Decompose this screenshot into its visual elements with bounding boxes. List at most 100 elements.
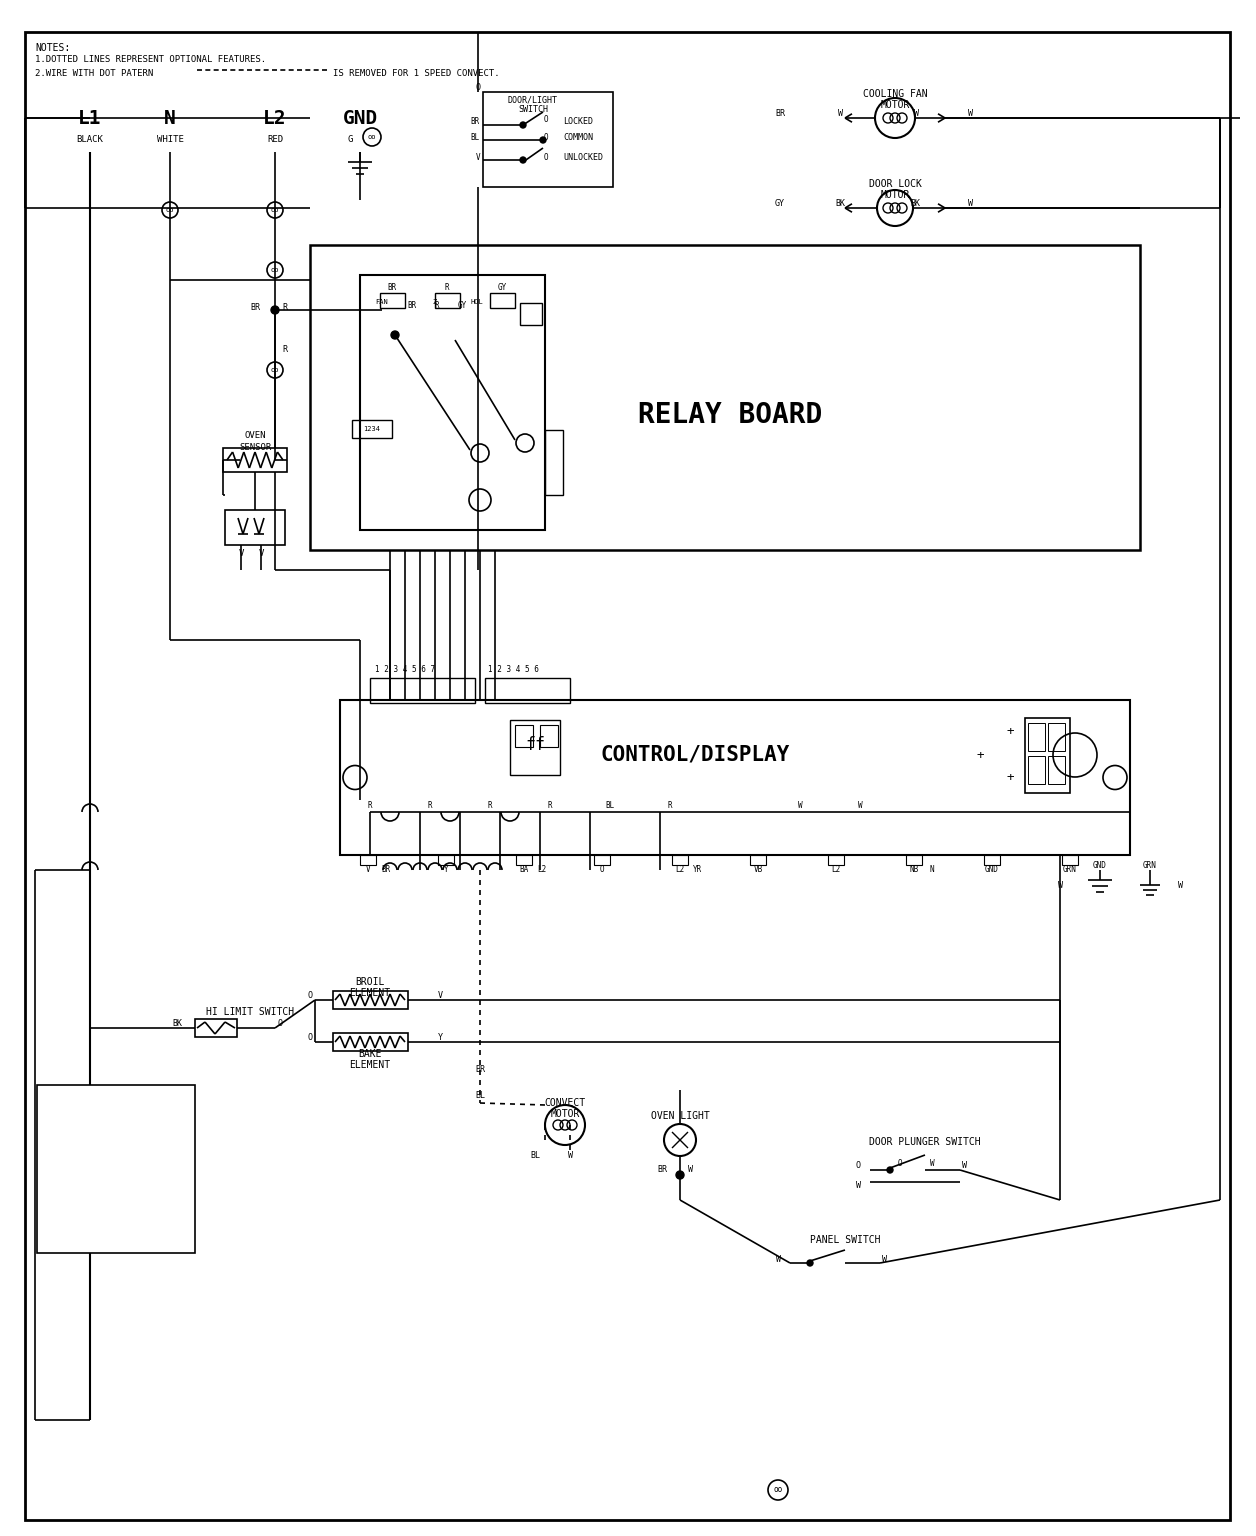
Text: BL-BLUE: BL-BLUE	[45, 1178, 83, 1187]
Text: W: W	[929, 1160, 934, 1169]
Circle shape	[540, 137, 546, 143]
Text: N: N	[929, 865, 934, 874]
Text: MOTOR: MOTOR	[550, 1109, 580, 1120]
Text: ff: ff	[525, 736, 545, 754]
Bar	[520, 303, 543, 326]
Text: NOTES:: NOTES:	[35, 43, 70, 54]
Text: WHITE: WHITE	[157, 135, 183, 144]
Text: BR: BR	[407, 301, 417, 310]
Text: O-ORANGE: O-ORANGE	[45, 1206, 88, 1215]
Text: LOCKED: LOCKED	[563, 117, 593, 126]
Text: 1 2 3 4 5 6: 1 2 3 4 5 6	[489, 665, 539, 674]
Circle shape	[271, 306, 279, 313]
Text: BK: BK	[835, 200, 845, 209]
Text: HI LIMIT SWITCH: HI LIMIT SWITCH	[206, 1008, 294, 1017]
Text: BL: BL	[475, 1091, 485, 1100]
Text: W: W	[568, 1150, 573, 1160]
Bar	[438, 856, 453, 865]
Text: OVEN: OVEN	[244, 430, 266, 439]
Text: W: W	[798, 800, 803, 809]
Circle shape	[520, 121, 526, 127]
Bar	[1048, 723, 1065, 751]
Text: oo: oo	[271, 367, 279, 373]
Text: 1.DOTTED LINES REPRESENT OPTIONAL FEATURES.: 1.DOTTED LINES REPRESENT OPTIONAL FEATUR…	[35, 55, 266, 65]
Bar	[594, 856, 610, 865]
Bar	[672, 856, 688, 865]
Bar	[36, 1084, 195, 1253]
Text: R: R	[368, 800, 372, 809]
Text: L2: L2	[676, 865, 685, 874]
Text: W: W	[1058, 880, 1063, 889]
Circle shape	[391, 330, 399, 339]
Text: BR: BR	[475, 1066, 485, 1075]
Text: VB: VB	[754, 865, 762, 874]
Text: O: O	[855, 1161, 860, 1170]
Text: O: O	[308, 1032, 313, 1041]
Text: BLACK: BLACK	[77, 135, 103, 144]
Text: DOOR PLUNGER SWITCH: DOOR PLUNGER SWITCH	[869, 1137, 981, 1147]
Text: O: O	[544, 115, 549, 124]
Text: GND: GND	[1093, 860, 1107, 869]
Text: W: W	[883, 1255, 888, 1264]
Text: L2: L2	[264, 109, 286, 127]
Text: W-WHITE: W-WHITE	[45, 1137, 83, 1146]
Text: O: O	[599, 865, 604, 874]
Text: NB: NB	[909, 865, 918, 874]
Text: GRN: GRN	[1063, 865, 1076, 874]
Text: R: R	[445, 283, 450, 292]
Text: BK-BLACK: BK-BLACK	[45, 1123, 88, 1132]
Bar	[484, 92, 613, 187]
Text: CONTROL/DISPLAY: CONTROL/DISPLAY	[600, 745, 789, 765]
Text: 1234: 1234	[363, 425, 381, 432]
Bar	[515, 725, 533, 746]
Text: BK: BK	[172, 1018, 182, 1028]
Text: GND: GND	[343, 109, 378, 127]
Text: 1 2 3 4 5 6 7: 1 2 3 4 5 6 7	[376, 665, 435, 674]
Text: L2: L2	[831, 865, 840, 874]
Bar	[340, 700, 1130, 856]
Text: ELEMENT: ELEMENT	[349, 1060, 391, 1071]
Text: +: +	[1006, 725, 1014, 739]
Text: BK: BK	[911, 200, 919, 209]
Text: V: V	[259, 550, 264, 559]
Circle shape	[808, 1260, 813, 1266]
Text: PANEL SWITCH: PANEL SWITCH	[810, 1235, 880, 1246]
Text: RED: RED	[268, 135, 283, 144]
Text: W: W	[855, 1181, 860, 1189]
Text: R: R	[283, 304, 288, 312]
Bar	[352, 419, 392, 438]
Bar	[360, 275, 545, 530]
Text: DOOR LOCK: DOOR LOCK	[869, 180, 922, 189]
Circle shape	[676, 1170, 685, 1180]
Text: L2: L2	[538, 865, 546, 874]
Text: O: O	[898, 1160, 902, 1169]
Bar	[510, 720, 560, 776]
Text: W: W	[962, 1161, 967, 1170]
Bar	[828, 856, 844, 865]
Text: Y: Y	[437, 1032, 442, 1041]
Bar	[516, 856, 533, 865]
Text: oo: oo	[368, 134, 377, 140]
Text: HOL: HOL	[471, 300, 484, 306]
Text: WIRE COLORS: WIRE COLORS	[45, 1092, 109, 1101]
Text: BR: BR	[387, 283, 397, 292]
Text: R: R	[487, 800, 492, 809]
Text: R-RED: R-RED	[45, 1109, 72, 1118]
Text: BR: BR	[775, 109, 785, 118]
Text: OVEN LIGHT: OVEN LIGHT	[651, 1111, 710, 1121]
Text: MOTOR: MOTOR	[880, 190, 909, 200]
Bar	[750, 856, 766, 865]
Bar	[1027, 756, 1045, 783]
Text: YR: YR	[693, 865, 702, 874]
Text: BA: BA	[520, 865, 529, 874]
Bar	[545, 430, 563, 495]
Text: CONVECT: CONVECT	[544, 1098, 585, 1107]
Text: V: V	[475, 152, 480, 161]
Text: BL: BL	[605, 800, 614, 809]
Text: W: W	[1178, 880, 1182, 889]
Bar	[1048, 756, 1065, 783]
Text: O: O	[278, 1018, 283, 1028]
Text: FAN: FAN	[376, 300, 388, 306]
Text: oo: oo	[271, 267, 279, 273]
Circle shape	[545, 1104, 585, 1144]
